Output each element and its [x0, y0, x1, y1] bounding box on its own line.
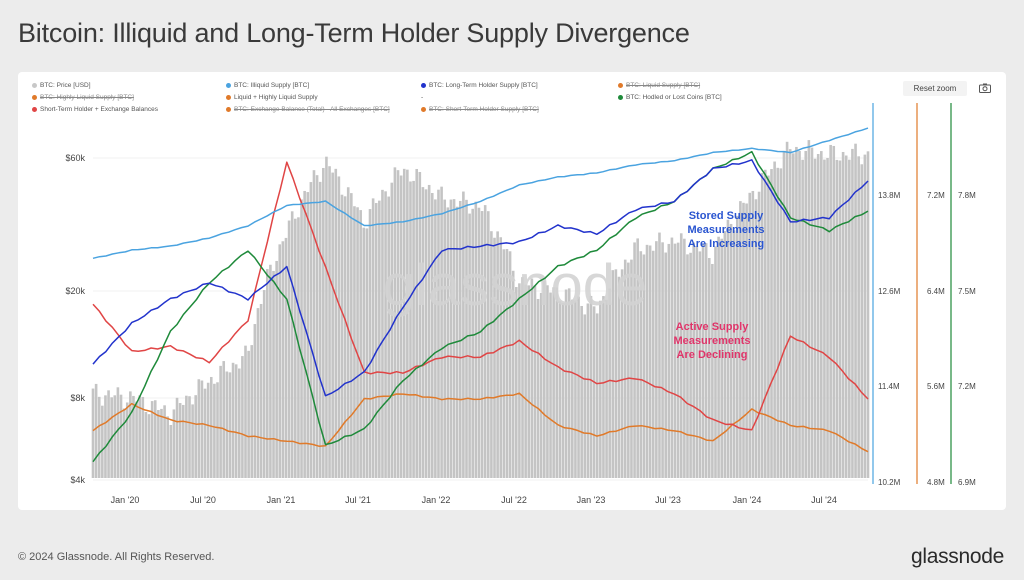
- legend-item[interactable]: -: [421, 94, 423, 101]
- legend-label: Liquid + Highly Liquid Supply: [234, 94, 318, 101]
- legend-item[interactable]: BTC: Long-Term Holder Supply [BTC]: [421, 82, 538, 89]
- chart-card: [18, 72, 1006, 510]
- legend-label: BTC: Long-Term Holder Supply [BTC]: [429, 82, 538, 89]
- legend-item[interactable]: BTC: Hodled or Lost Coins [BTC]: [618, 94, 722, 101]
- page-title: Bitcoin: Illiquid and Long-Term Holder S…: [18, 18, 690, 48]
- legend-item[interactable]: BTC: Highly Liquid Supply [BTC]: [32, 94, 134, 101]
- legend-item[interactable]: BTC: Illiquid Supply [BTC]: [226, 82, 309, 89]
- legend-label: BTC: Liquid Supply [BTC]: [626, 82, 701, 89]
- legend-marker: [421, 107, 426, 112]
- legend-marker: [32, 95, 37, 100]
- legend-label: BTC: Illiquid Supply [BTC]: [234, 82, 310, 89]
- legend-item[interactable]: Liquid + Highly Liquid Supply: [226, 94, 318, 101]
- legend-marker: [226, 95, 231, 100]
- legend-marker: [32, 83, 37, 88]
- legend-marker: [618, 95, 623, 100]
- legend-marker: [226, 107, 231, 112]
- legend-item[interactable]: BTC: Exchange Balance (Total) - All Exch…: [226, 106, 390, 113]
- glassnode-logo: glassnode: [910, 545, 1004, 568]
- legend-marker: [226, 83, 231, 88]
- legend-label: BTC: Short-Term Holder Supply [BTC]: [429, 106, 539, 113]
- legend-label: BTC: Hodled or Lost Coins [BTC]: [626, 94, 722, 101]
- legend-item[interactable]: BTC: Price [USD]: [32, 82, 91, 89]
- legend-label: Short-Term Holder + Exchange Balances: [40, 106, 158, 113]
- legend-marker: [421, 83, 426, 88]
- legend-label: BTC: Highly Liquid Supply [BTC]: [40, 94, 134, 101]
- reset-zoom-button[interactable]: Reset zoom: [903, 81, 967, 96]
- legend-marker: [618, 83, 623, 88]
- legend-item[interactable]: Short-Term Holder + Exchange Balances: [32, 106, 158, 113]
- legend-item[interactable]: BTC: Short-Term Holder Supply [BTC]: [421, 106, 539, 113]
- legend-label: BTC: Price [USD]: [40, 82, 91, 89]
- legend-label: BTC: Exchange Balance (Total) - All Exch…: [234, 106, 390, 113]
- legend-item[interactable]: BTC: Liquid Supply [BTC]: [618, 82, 700, 89]
- camera-icon[interactable]: [978, 82, 992, 94]
- legend-label: -: [421, 94, 424, 101]
- copyright-text: © 2024 Glassnode. All Rights Reserved.: [18, 551, 215, 563]
- legend-marker: [32, 107, 37, 112]
